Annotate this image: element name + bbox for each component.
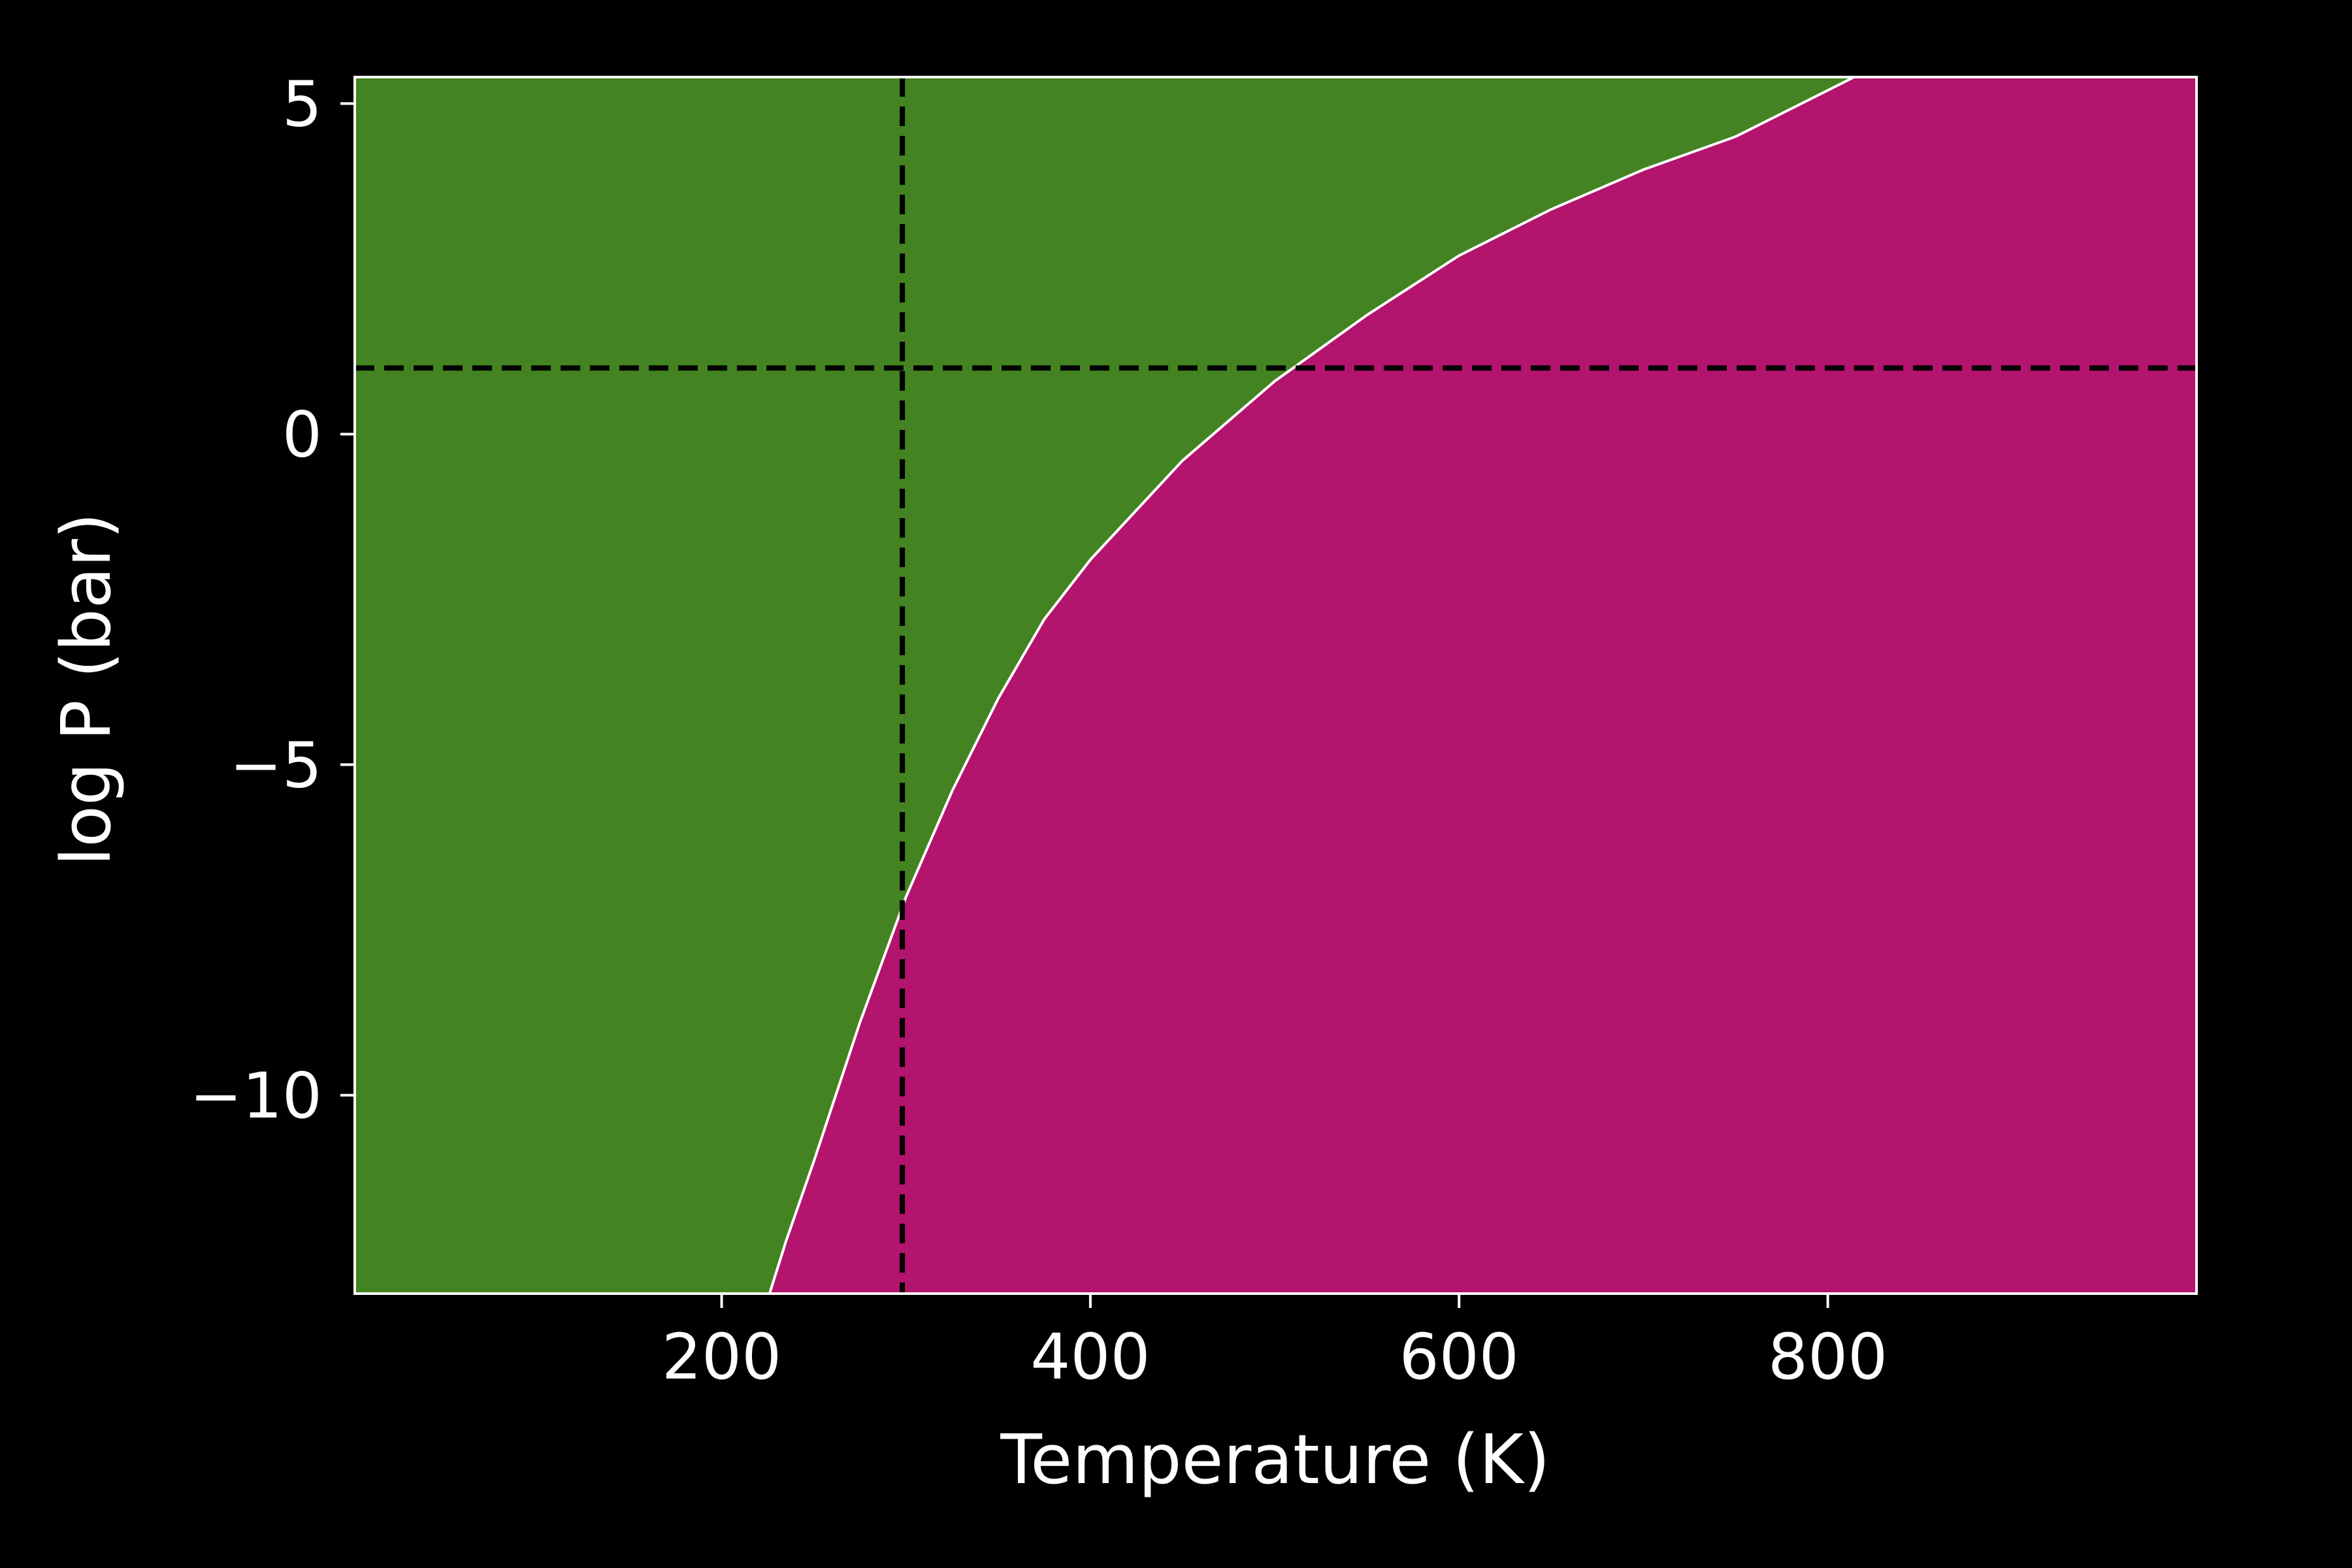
y-axis-title: log P (bar) [46, 512, 126, 866]
y-tick-label: 5 [282, 67, 322, 140]
x-tick-label: 200 [662, 1320, 781, 1394]
x-tick-label: 600 [1399, 1320, 1519, 1394]
y-tick-label: −5 [229, 728, 322, 802]
phase-boundary-line [768, 77, 1857, 1294]
plot-content [355, 77, 2197, 1294]
x-tick-label: 800 [1768, 1320, 1887, 1394]
y-axis: 5 0 −5 −10 [189, 67, 355, 1132]
x-axis: 200 400 600 800 [662, 1294, 1887, 1394]
y-tick-label: 0 [282, 398, 322, 471]
region-green [355, 77, 1854, 1294]
y-tick-label: −10 [189, 1059, 322, 1132]
x-tick-label: 400 [1030, 1320, 1150, 1394]
plot-area [353, 76, 2198, 1295]
plot-frame [353, 76, 2198, 1295]
region-magenta [769, 77, 2197, 1294]
x-axis-title: Temperature (K) [1000, 1420, 1550, 1499]
